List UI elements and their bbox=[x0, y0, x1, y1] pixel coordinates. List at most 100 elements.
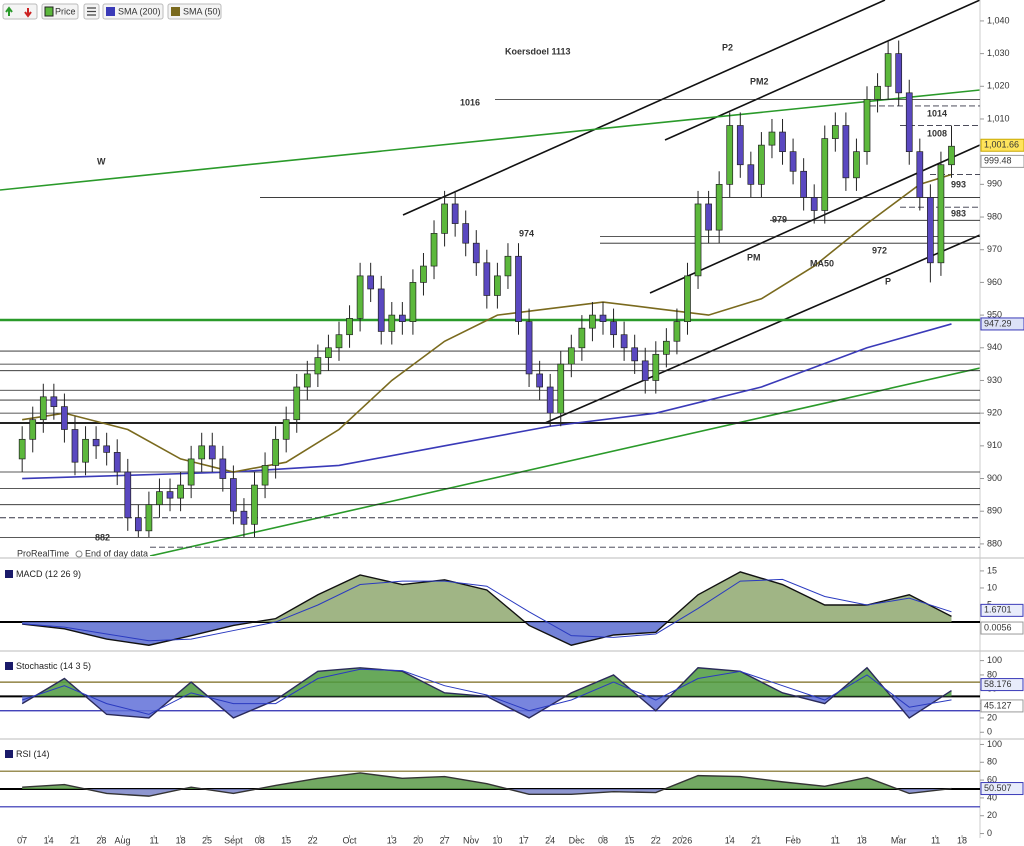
candle-body bbox=[779, 131, 786, 153]
annotation: W bbox=[97, 156, 106, 166]
y-tick-label: 980 bbox=[987, 211, 1002, 221]
x-tick-label: 24 bbox=[545, 835, 555, 845]
trend-line bbox=[149, 367, 980, 556]
candle-body bbox=[884, 53, 892, 87]
candle-body bbox=[103, 445, 111, 453]
y-tick-label: 80 bbox=[987, 757, 997, 767]
y-tick-label: 40 bbox=[987, 792, 997, 802]
candle-body bbox=[230, 478, 237, 512]
candle-body bbox=[240, 510, 248, 525]
candle-body bbox=[420, 265, 427, 283]
x-tick-label: Dec bbox=[569, 835, 586, 845]
candle-body bbox=[715, 184, 723, 231]
x-tick-label: Sept bbox=[224, 835, 243, 845]
candle-body bbox=[208, 445, 216, 460]
candle-body bbox=[578, 327, 586, 349]
y-tick-label: 15 bbox=[987, 565, 997, 575]
candle-body bbox=[684, 275, 691, 322]
y-tick-label: 0 bbox=[987, 727, 992, 737]
x-tick-label: 15 bbox=[281, 835, 291, 845]
price-note: 1008 bbox=[927, 128, 947, 138]
y-tick-label: 950 bbox=[987, 309, 1002, 319]
price-tag-label: 999.48 bbox=[984, 156, 1012, 166]
y-tick-label: 930 bbox=[987, 375, 1002, 385]
candle-body bbox=[61, 406, 68, 430]
sma-line bbox=[22, 173, 952, 473]
candle-body bbox=[494, 275, 501, 296]
annotation: PM bbox=[747, 252, 761, 262]
trend-line bbox=[402, 0, 886, 216]
title-box bbox=[2, 748, 88, 761]
annotation: MA50 bbox=[810, 258, 834, 268]
y-tick-label: 60 bbox=[987, 774, 997, 784]
candle-body bbox=[71, 429, 79, 463]
candle-body bbox=[589, 314, 596, 329]
candle-body bbox=[874, 85, 881, 100]
candle-body bbox=[768, 131, 776, 146]
y-tick-label: 1,040 bbox=[987, 15, 1010, 25]
price-tag bbox=[980, 138, 1024, 152]
legend-box[interactable] bbox=[167, 3, 222, 20]
x-tick-label: 08 bbox=[255, 835, 265, 845]
candle-body bbox=[356, 275, 364, 319]
candle-body bbox=[156, 491, 163, 506]
y-tick-label: 920 bbox=[987, 408, 1002, 418]
y-tick-label: 100 bbox=[987, 655, 1002, 665]
indicator-line bbox=[22, 772, 952, 797]
candle-body bbox=[736, 125, 744, 166]
price-note: 1016 bbox=[460, 97, 480, 107]
signal-line bbox=[22, 578, 952, 642]
candle-body bbox=[948, 145, 955, 166]
candle-body bbox=[187, 458, 195, 486]
value-tag-label: 0.0056 bbox=[984, 622, 1012, 632]
candle-body bbox=[663, 340, 670, 355]
legend-label: SMA (200) bbox=[118, 6, 161, 16]
candle-body bbox=[388, 314, 396, 332]
x-tick-label: 11 bbox=[150, 835, 159, 845]
value-tag-label: 50.507 bbox=[984, 783, 1012, 793]
y-tick-label: 970 bbox=[987, 244, 1002, 254]
area-below bbox=[22, 696, 943, 718]
candle-body bbox=[610, 321, 617, 336]
price-note: 983 bbox=[951, 208, 966, 218]
x-tick-label: 27 bbox=[440, 835, 450, 845]
value-tag bbox=[980, 782, 1024, 796]
legend-swatch bbox=[44, 6, 54, 17]
y-tick-label: 890 bbox=[987, 506, 1002, 516]
candle-body bbox=[694, 203, 702, 277]
value-tag-label: 45.127 bbox=[984, 700, 1012, 710]
x-tick-label: 18 bbox=[957, 835, 967, 845]
x-tick-label: 28 bbox=[96, 835, 106, 845]
annotation: P bbox=[885, 276, 891, 286]
legend-box[interactable] bbox=[102, 3, 164, 20]
indicator-line bbox=[22, 571, 952, 646]
candle-body bbox=[546, 386, 554, 414]
candle-body bbox=[937, 164, 945, 264]
candle-body bbox=[282, 419, 290, 440]
x-tick-label: 17 bbox=[519, 835, 529, 845]
candle-body bbox=[346, 318, 353, 336]
candle-body bbox=[504, 255, 512, 277]
candle-body bbox=[441, 203, 448, 234]
signal-line bbox=[22, 668, 952, 715]
panel-title: Stochastic (14 3 5) bbox=[16, 661, 91, 671]
x-tick-label: Aug bbox=[114, 835, 130, 845]
title-swatch bbox=[5, 750, 13, 758]
candle-body bbox=[409, 282, 417, 322]
x-tick-label: 11 bbox=[931, 835, 940, 845]
y-tick-label: 0 bbox=[987, 828, 992, 838]
x-tick-label: Nov bbox=[463, 835, 480, 845]
candle-body bbox=[303, 373, 311, 388]
price-tag-label: 1,001.66 bbox=[984, 140, 1019, 150]
price-tag bbox=[980, 317, 1024, 331]
candle-body bbox=[198, 445, 206, 460]
trend-line bbox=[0, 89, 980, 191]
candle-body bbox=[747, 164, 755, 185]
x-tick-label: 18 bbox=[176, 835, 186, 845]
candle-body bbox=[472, 242, 480, 264]
candle-body bbox=[599, 314, 607, 322]
candle-body bbox=[631, 347, 639, 362]
candle-body bbox=[18, 438, 26, 460]
value-tag bbox=[980, 621, 1024, 635]
area-below bbox=[22, 622, 668, 646]
